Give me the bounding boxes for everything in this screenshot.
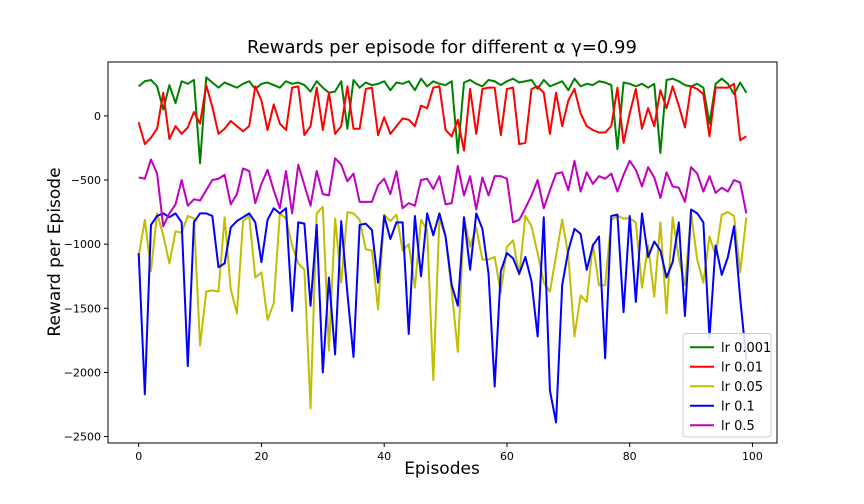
legend-label: lr 0.1: [721, 399, 755, 414]
y-tick-label: −1500: [64, 302, 101, 315]
legend-label: lr 0.5: [721, 419, 755, 434]
y-tick-label: −1000: [64, 238, 101, 251]
chart-title: Rewards per episode for different α γ=0.…: [247, 37, 637, 58]
series-line-1: [137, 82, 747, 152]
legend-label: lr 0.05: [721, 380, 763, 395]
y-tick-label: −2500: [64, 431, 101, 444]
x-tick-label: 60: [500, 450, 514, 463]
y-tick-label: 0: [94, 110, 101, 123]
x-axis-ticks: 0 20 40 60 80 100: [135, 443, 763, 463]
legend: lr 0.001 lr 0.01 lr 0.05 lr 0.1 lr 0.5: [682, 333, 772, 438]
y-tick-label: −500: [71, 174, 101, 187]
series-line-0: [138, 76, 748, 165]
x-tick-label: 0: [135, 450, 142, 463]
x-axis-label: Episodes: [404, 459, 480, 479]
x-tick-label: 80: [623, 450, 637, 463]
series-line-3: [137, 207, 748, 424]
x-tick-label: 40: [377, 450, 391, 463]
series-line-4: [138, 157, 748, 228]
legend-label: lr 0.01: [721, 360, 763, 375]
y-tick-label: −2000: [64, 366, 101, 379]
x-tick-label: 20: [254, 450, 268, 463]
legend-box: [682, 333, 772, 438]
series-layer: [137, 76, 748, 424]
plot-area: 0 20 40 60 80 100 0 −500 −1000 −1500 −2000 −2500: [64, 61, 778, 463]
legend-label: lr 0.001: [721, 341, 771, 356]
y-axis-label: Reward per Episode: [45, 167, 65, 336]
x-tick-label: 100: [742, 450, 763, 463]
axes-frame: [107, 61, 778, 444]
y-axis-ticks: 0 −500 −1000 −1500 −2000 −2500: [64, 110, 108, 444]
